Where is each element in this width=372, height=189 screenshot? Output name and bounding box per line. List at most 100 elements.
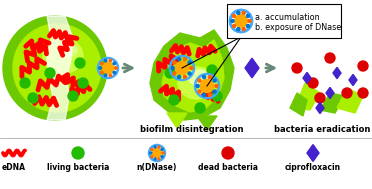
Circle shape	[202, 76, 206, 79]
Ellipse shape	[57, 43, 77, 57]
Circle shape	[177, 75, 181, 78]
Circle shape	[177, 57, 181, 61]
Circle shape	[109, 74, 112, 77]
Circle shape	[183, 57, 186, 61]
Circle shape	[171, 67, 174, 70]
Polygon shape	[307, 145, 319, 161]
Circle shape	[247, 15, 249, 17]
Circle shape	[161, 148, 163, 150]
Circle shape	[151, 148, 153, 150]
Circle shape	[190, 67, 193, 70]
Circle shape	[248, 20, 251, 22]
Circle shape	[231, 20, 234, 22]
Circle shape	[109, 59, 112, 62]
Circle shape	[242, 11, 245, 14]
Polygon shape	[245, 58, 259, 78]
Polygon shape	[333, 67, 341, 79]
Text: b. exposure of DNase: b. exposure of DNase	[255, 23, 341, 32]
Circle shape	[173, 61, 176, 64]
Circle shape	[154, 158, 156, 160]
Circle shape	[212, 91, 222, 101]
Circle shape	[242, 28, 245, 31]
Circle shape	[72, 147, 84, 159]
Circle shape	[232, 25, 235, 27]
Circle shape	[325, 53, 335, 63]
Circle shape	[68, 91, 78, 101]
Text: n(DNase): n(DNase)	[137, 163, 177, 172]
Circle shape	[153, 149, 161, 157]
Circle shape	[28, 93, 38, 103]
Polygon shape	[162, 40, 224, 112]
Polygon shape	[326, 87, 334, 99]
Circle shape	[3, 16, 107, 120]
Circle shape	[158, 146, 160, 148]
Circle shape	[169, 95, 179, 105]
Circle shape	[188, 72, 191, 75]
Circle shape	[161, 156, 163, 158]
Circle shape	[158, 158, 160, 160]
Ellipse shape	[189, 70, 211, 86]
Circle shape	[222, 147, 234, 159]
Circle shape	[237, 11, 240, 14]
Circle shape	[202, 93, 206, 96]
Circle shape	[247, 25, 249, 27]
Circle shape	[231, 20, 234, 22]
Circle shape	[237, 28, 240, 31]
Circle shape	[113, 62, 116, 65]
Circle shape	[247, 25, 249, 27]
Circle shape	[308, 78, 318, 88]
Circle shape	[188, 61, 191, 64]
Circle shape	[196, 84, 199, 88]
Circle shape	[103, 63, 113, 74]
Circle shape	[242, 28, 245, 31]
Circle shape	[358, 88, 368, 98]
Circle shape	[235, 15, 247, 27]
Circle shape	[176, 61, 189, 75]
Circle shape	[232, 15, 235, 17]
Circle shape	[100, 62, 103, 65]
Circle shape	[208, 93, 211, 96]
Circle shape	[154, 146, 156, 148]
Circle shape	[198, 79, 201, 82]
Circle shape	[207, 65, 217, 75]
Circle shape	[78, 78, 88, 88]
Circle shape	[237, 11, 240, 14]
Polygon shape	[150, 30, 234, 120]
Polygon shape	[303, 72, 311, 84]
Polygon shape	[316, 102, 324, 114]
Ellipse shape	[43, 39, 83, 74]
Circle shape	[115, 67, 117, 69]
Polygon shape	[295, 83, 320, 110]
Circle shape	[215, 84, 218, 88]
Polygon shape	[349, 74, 357, 86]
Polygon shape	[290, 93, 307, 116]
Circle shape	[213, 90, 216, 93]
Circle shape	[151, 156, 153, 158]
Text: ciprofloxacin: ciprofloxacin	[285, 163, 341, 172]
Circle shape	[13, 24, 101, 112]
Text: eDNA: eDNA	[2, 163, 26, 172]
Circle shape	[315, 93, 325, 103]
Circle shape	[162, 152, 164, 154]
Circle shape	[173, 72, 176, 75]
Circle shape	[195, 103, 205, 113]
Circle shape	[232, 25, 235, 27]
Ellipse shape	[178, 67, 216, 99]
FancyBboxPatch shape	[227, 4, 341, 38]
Circle shape	[45, 68, 55, 78]
Circle shape	[104, 74, 107, 77]
Text: dead bacteria: dead bacteria	[198, 163, 258, 172]
Circle shape	[99, 67, 102, 69]
Circle shape	[247, 15, 249, 17]
Circle shape	[358, 61, 368, 71]
Circle shape	[20, 78, 30, 88]
Circle shape	[150, 152, 152, 154]
Text: a. accumulation: a. accumulation	[255, 13, 320, 22]
Circle shape	[100, 71, 103, 74]
Circle shape	[248, 20, 251, 22]
Circle shape	[235, 15, 247, 27]
Polygon shape	[167, 113, 187, 128]
Circle shape	[342, 88, 352, 98]
Text: bacteria eradication: bacteria eradication	[274, 125, 370, 134]
Polygon shape	[320, 93, 345, 113]
